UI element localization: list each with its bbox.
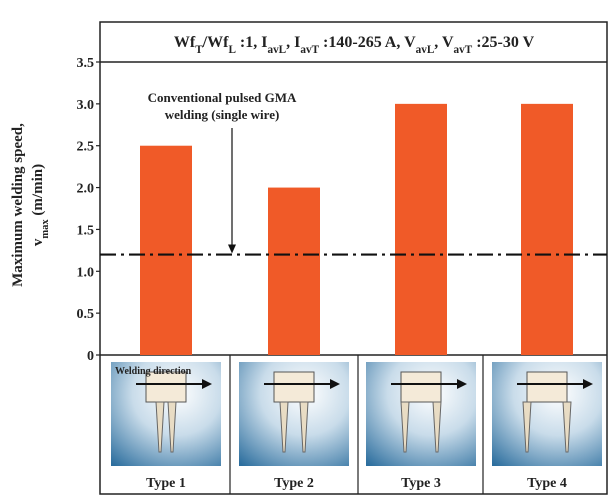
text-run: v	[30, 238, 46, 246]
arrow-head	[583, 379, 593, 389]
text-run: (m/min)	[30, 164, 46, 219]
chart-title: WfT/WfL :1, IavL, IavT :140-265 A, VavL,…	[174, 34, 535, 56]
annotation: welding (single wire)	[165, 107, 280, 122]
electrode	[167, 401, 177, 453]
bar	[395, 103, 447, 355]
subscript: avL	[267, 44, 286, 56]
subscript: avT	[300, 44, 319, 56]
torch-body	[400, 371, 442, 403]
arrow-head	[330, 379, 340, 389]
y-tick-label: 3.0	[77, 98, 95, 113]
electrode	[279, 401, 289, 453]
annotation-arrow-head	[228, 244, 236, 254]
y-tick-label: 0	[87, 349, 94, 364]
y-tick-label: 0.5	[77, 307, 95, 322]
text-run: Maximum welding speed,	[10, 123, 26, 287]
bar	[521, 103, 573, 355]
frame	[99, 21, 608, 495]
y-axis-label: vmax (m/min)	[30, 164, 51, 246]
subscript: max	[40, 219, 51, 239]
text-run: , I	[286, 34, 300, 51]
electrode	[432, 401, 442, 453]
arrow-head	[202, 379, 212, 389]
y-axis-label: Maximum welding speed,	[10, 123, 26, 287]
electrode	[400, 401, 410, 453]
image-label: Welding direction	[115, 366, 192, 377]
electrode	[155, 401, 165, 453]
electrode	[299, 401, 309, 453]
arrow-head	[457, 379, 467, 389]
bar	[268, 187, 320, 355]
annotation: Conventional pulsed GMA	[148, 90, 297, 105]
electrode	[522, 401, 532, 453]
subscript: L	[228, 44, 235, 56]
subscript: avT	[454, 44, 473, 56]
bar	[140, 145, 192, 355]
text-run: :1, I	[236, 34, 268, 51]
x-tick-label: Type 4	[527, 476, 567, 491]
electrode	[562, 401, 572, 453]
subscript: avL	[416, 44, 435, 56]
torch-body	[526, 371, 568, 403]
x-tick-label: Type 2	[274, 476, 314, 491]
x-tick-label: Type 3	[401, 476, 441, 491]
text-run: Wf	[174, 34, 196, 51]
torch-body	[273, 371, 315, 403]
subscript: T	[195, 44, 203, 56]
y-tick-label: 2.0	[77, 182, 95, 197]
text-run: , V	[434, 34, 454, 51]
torch-body	[145, 371, 187, 403]
y-tick-label: 1.5	[77, 223, 95, 238]
text-run: :140-265 A, V	[319, 34, 416, 51]
y-tick-label: 2.5	[77, 140, 95, 155]
x-tick-label: Type 1	[146, 476, 186, 491]
text-run: /Wf	[202, 34, 229, 51]
y-tick-label: 3.5	[77, 56, 95, 71]
text-run: :25-30 V	[472, 34, 534, 51]
y-tick-label: 1.0	[77, 265, 95, 280]
